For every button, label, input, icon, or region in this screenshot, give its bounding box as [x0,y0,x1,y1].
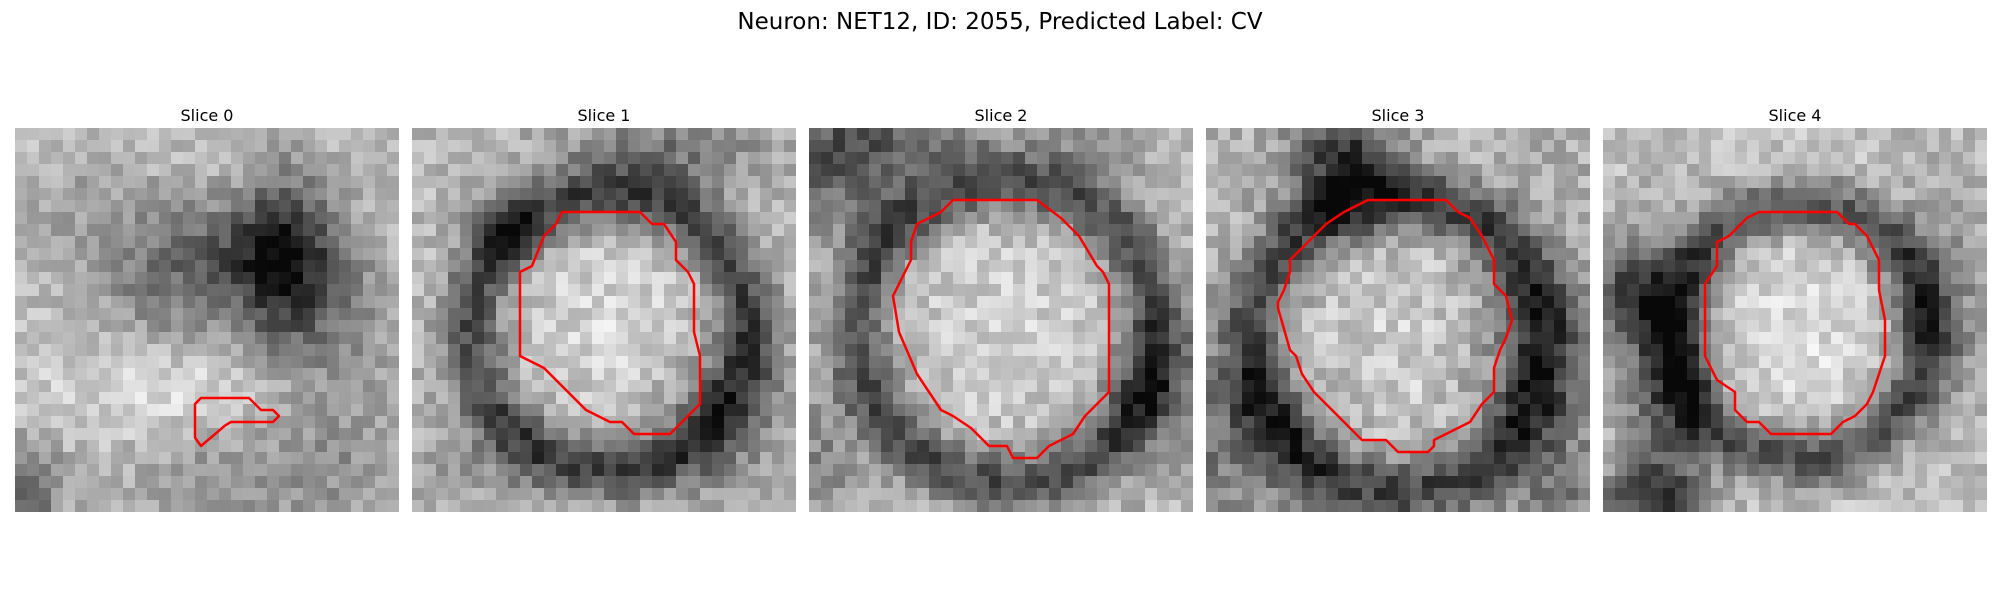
slice-title-2: Slice 2 [974,106,1028,125]
slice-image-3 [1206,128,1590,512]
slice-image-2 [809,128,1193,512]
vesicle-contour [1703,210,1887,436]
slice-panel-2: Slice 2 [809,106,1193,512]
slice-panel-4: Slice 4 [1603,106,1987,512]
em-pixel-grid [15,128,399,512]
slice-panel-1: Slice 1 [412,106,796,512]
vesicle-contour [891,198,1111,460]
slice-title-3: Slice 3 [1371,106,1425,125]
em-pixel-grid [809,128,1193,512]
slice-panel-0: Slice 0 [15,106,399,512]
slice-title-0: Slice 0 [180,106,234,125]
slice-image-1 [412,128,796,512]
figure-title: Neuron: NET12, ID: 2055, Predicted Label… [737,9,1263,35]
slice-image-4 [1603,128,1987,512]
em-pixel-grid [412,128,796,512]
slice-panel-3: Slice 3 [1206,106,1590,512]
em-pixel-grid [1603,128,1987,512]
slice-title-1: Slice 1 [577,106,631,125]
slice-title-4: Slice 4 [1768,106,1822,125]
vesicle-contour [1276,198,1514,454]
vesicle-contour [193,396,281,448]
vesicle-contour [518,210,702,436]
slice-image-0 [15,128,399,512]
em-pixel-grid [1206,128,1590,512]
